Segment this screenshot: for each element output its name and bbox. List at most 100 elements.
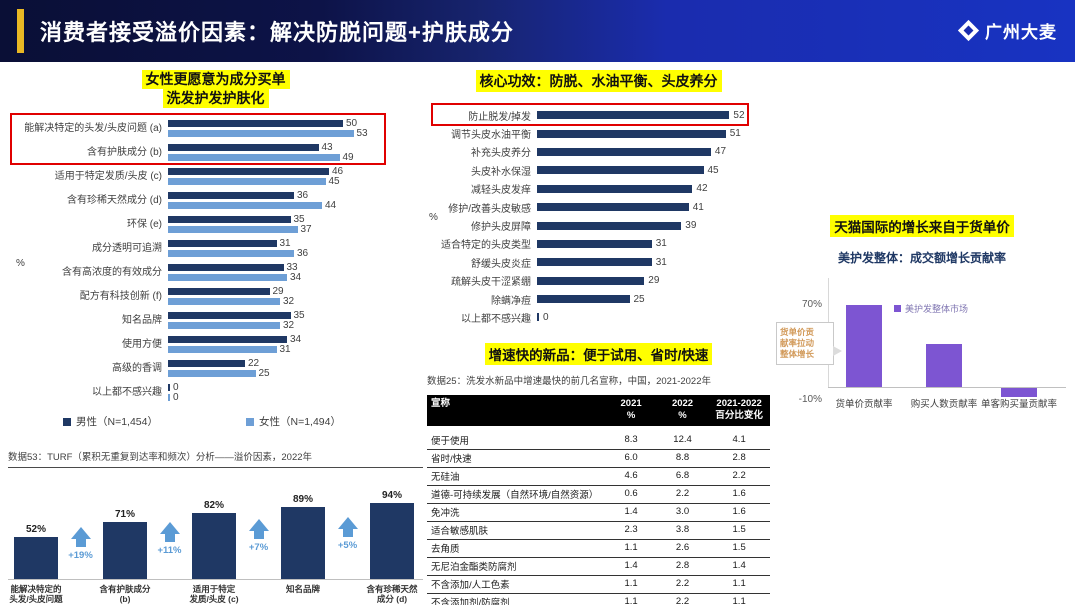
bar-row: 疏解头皮干涩紧绷 29 xyxy=(427,272,770,290)
bar-group: 31 36 xyxy=(168,238,423,259)
bar-value: 0 xyxy=(173,391,179,403)
turf-column: 89% 知名品牌 xyxy=(275,478,331,605)
table-row: 道德-可持续发展（自然环境/自然资源） 0.6 2.2 1.6 xyxy=(427,485,770,504)
bar-row: 以上都不感兴趣 0 0 xyxy=(8,380,423,404)
table-row: 适合敏感肌肤 2.3 3.8 1.5 xyxy=(427,521,770,540)
table-cell: 2.8 xyxy=(656,557,709,576)
diamond-logo-icon xyxy=(957,19,980,42)
table-cell: 8.8 xyxy=(656,449,709,468)
turf-column: 94% 含有珍稀天然成分 (d) xyxy=(364,478,420,605)
bar-value: 34 xyxy=(290,271,302,283)
header-accent-bar xyxy=(17,9,24,53)
gender-chart-title-line1: 女性更愿意为成分买单 xyxy=(141,70,290,89)
bar-value: 31 xyxy=(655,238,667,250)
bar-male xyxy=(168,359,245,367)
bar xyxy=(537,295,630,304)
column-header: 2021 % xyxy=(605,394,657,432)
table-cell: 1.1 xyxy=(605,593,657,605)
table-cell: 省时/快速 xyxy=(427,449,606,468)
female-legend-swatch xyxy=(246,417,254,426)
bar-category-label: 环保 (e) xyxy=(127,218,162,230)
gender-chart-axis-unit: % xyxy=(16,258,25,269)
efficacy-bar-chart: % 防止脱发/掉发 52 调节头皮水油平衡 51 补充头皮养分 47 头皮补水保湿 45 减轻头… xyxy=(427,103,770,327)
bar-row: 调节头皮水油平衡 51 xyxy=(427,124,770,142)
brand-logo-text: 广州大麦 xyxy=(985,23,1057,42)
bar-category-label: 头皮补水保湿 xyxy=(471,166,531,178)
y-tick-label: 70% xyxy=(801,298,822,310)
bar-category-label: 适合特定的头皮类型 xyxy=(441,240,531,252)
column-header: 宣称 xyxy=(427,394,606,432)
bar-value: 46 xyxy=(332,165,344,177)
column-value-label: 52% xyxy=(25,524,46,536)
bar-row: 修护头皮屏障 39 xyxy=(427,216,770,234)
bar-category-label: 以上都不感兴趣 xyxy=(92,386,162,398)
table-cell: 2.3 xyxy=(605,521,657,540)
table-cell: 2.2 xyxy=(656,485,709,504)
bar-row: 成分透明可追溯 31 36 xyxy=(8,236,423,260)
table-cell: 6.8 xyxy=(656,467,709,486)
bar-female xyxy=(168,369,256,377)
bar-value: 0 xyxy=(543,311,549,323)
male-legend-label: 男性（N=1,454） xyxy=(76,416,158,428)
bar xyxy=(537,166,704,175)
efficacy-chart-title-text: 核心功效：防脱、水油平衡、头皮养分 xyxy=(475,70,722,92)
bar-group: 22 25 xyxy=(168,358,423,379)
table-cell: 1.5 xyxy=(708,539,770,558)
bar-category-label: 配方有科技创新 (f) xyxy=(79,290,162,302)
bar-group: 29 32 xyxy=(168,286,423,307)
gender-premium-panel: 女性更愿意为成分买单 洗发护发护肤化 % 能解决特定的头发/头皮问题 (a) 50… xyxy=(8,70,423,605)
bar-value: 39 xyxy=(685,220,697,232)
growth-delta-label: +19% xyxy=(68,550,93,562)
table-cell: 便于使用 xyxy=(427,428,606,450)
bar xyxy=(537,147,711,156)
bar-category-label: 以上都不感兴趣 xyxy=(461,313,531,325)
bar-category-label: 成分透明可追溯 xyxy=(92,242,162,254)
bar-value: 37 xyxy=(300,223,312,235)
table-cell: 不含添加/人工色素 xyxy=(427,575,606,594)
table-cell: 4.6 xyxy=(605,467,657,486)
bar-group: 43 49 xyxy=(168,142,423,163)
bar-value: 44 xyxy=(325,199,337,211)
bar-category-label: 补充头皮养分 xyxy=(471,148,531,160)
bar-row: 含有高浓度的有效成分 33 34 xyxy=(8,260,423,284)
table-row: 不含添加/人工色素 1.1 2.2 1.1 xyxy=(427,575,770,594)
bar-category-label: 适用于特定发质/头皮 (c) xyxy=(54,170,162,182)
bar-row: 含有珍稀天然成分 (d) 36 44 xyxy=(8,188,423,212)
bar-category-label: 能解决特定的头发/头皮问题 (a) xyxy=(24,122,162,134)
table-row: 不含添加剂/防腐剂 1.1 2.2 1.1 xyxy=(427,593,770,605)
column-category-label: 含有珍稀天然成分 (d) xyxy=(366,584,418,604)
gender-chart-legend: 男性（N=1,454） 女性（N=1,494） xyxy=(63,414,423,429)
bar-male xyxy=(168,191,294,199)
bar-row: 适用于特定发质/头皮 (c) 46 45 xyxy=(8,164,423,188)
bar-row: 含有护肤成分 (b) 43 49 xyxy=(8,140,423,164)
bar-male xyxy=(168,119,343,127)
bar-male xyxy=(168,239,277,247)
gender-chart-title: 女性更愿意为成分买单 洗发护发护肤化 xyxy=(8,70,423,108)
bar-male xyxy=(168,383,170,391)
bar-male xyxy=(168,263,284,271)
tmall-chart-subtitle: 美护发整体：成交额增长贡献率 xyxy=(837,251,1006,265)
table-cell: 1.1 xyxy=(605,575,657,594)
bar-value: 41 xyxy=(692,201,704,213)
table-row: 去角质 1.1 2.6 1.5 xyxy=(427,539,770,558)
table-row: 无硅油 4.6 6.8 2.2 xyxy=(427,467,770,486)
table-cell: 1.6 xyxy=(708,503,770,522)
table-cell: 1.1 xyxy=(708,593,770,605)
table-cell: 4.1 xyxy=(708,428,770,450)
bar-row: 环保 (e) 35 37 xyxy=(8,212,423,236)
bar-category-label: 修护/改善头皮敏感 xyxy=(448,203,531,215)
table-cell: 8.3 xyxy=(605,428,657,450)
table-cell: 道德-可持续发展（自然环境/自然资源） xyxy=(427,485,606,504)
bar-row: 使用方便 34 31 xyxy=(8,332,423,356)
bar-female xyxy=(168,225,298,233)
table-header-row: 宣称 2021 % 2022 % 2021-2022 百分比变化 xyxy=(427,394,770,432)
bar-value: 35 xyxy=(293,213,305,225)
bar-female xyxy=(168,249,294,257)
column-category-label: 适用于特定 发质/头皮 (c) xyxy=(189,584,239,604)
table-cell: 6.0 xyxy=(605,449,657,468)
bar-value: 45 xyxy=(328,175,340,187)
bar-value: 33 xyxy=(286,261,298,273)
bar-row: 修护/改善头皮敏感 41 xyxy=(427,198,770,216)
column-value-label: 71% xyxy=(114,508,135,520)
